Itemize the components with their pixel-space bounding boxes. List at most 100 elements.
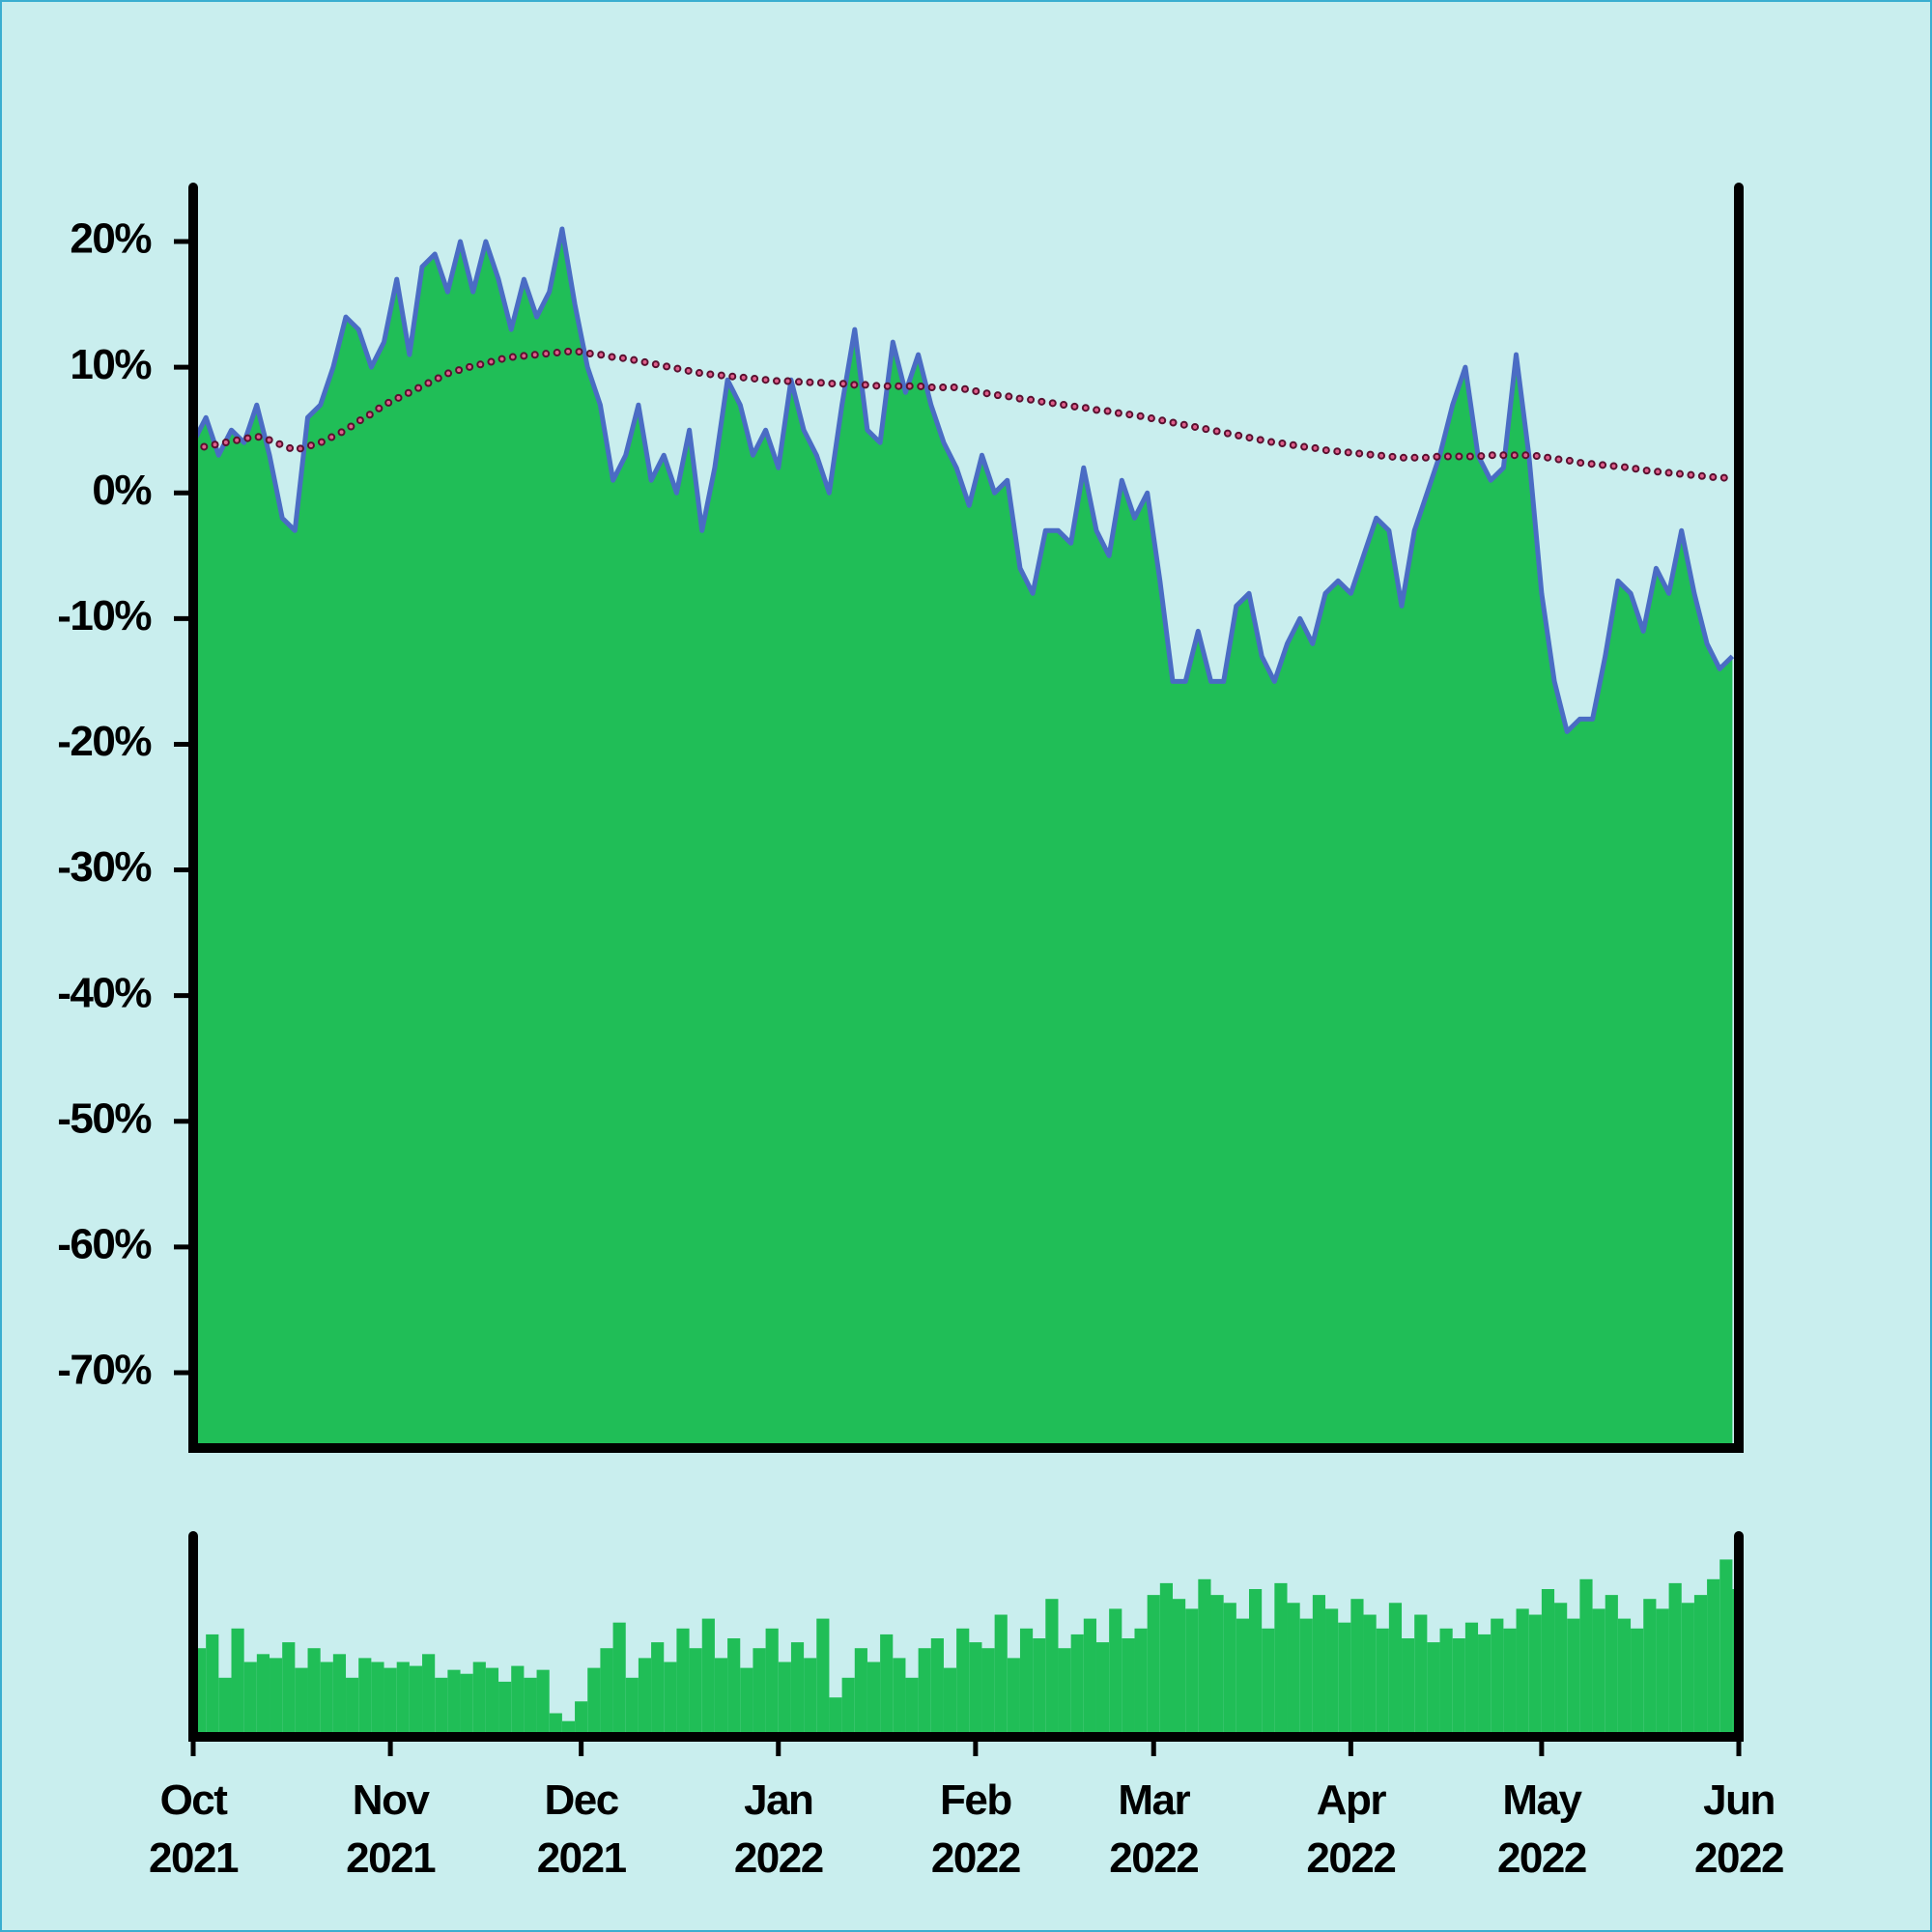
volume-bar [893, 1658, 906, 1737]
volume-bar [1554, 1603, 1568, 1737]
volume-bar [841, 1677, 855, 1737]
volume-bar [625, 1677, 639, 1737]
volume-bar [676, 1628, 690, 1737]
volume-bar [511, 1665, 525, 1737]
volume-bar [346, 1677, 359, 1737]
volume-bar [1567, 1618, 1580, 1737]
volume-bar [1427, 1642, 1440, 1737]
volume-bar [1274, 1582, 1288, 1737]
volume-bar [1605, 1595, 1618, 1737]
volume-bar [270, 1658, 283, 1737]
volume-bar [1019, 1628, 1034, 1737]
line [190, 226, 1735, 734]
volume-bar [422, 1654, 436, 1737]
volume-bar [1363, 1614, 1377, 1737]
volume-bar [396, 1662, 410, 1737]
volume-bar [638, 1658, 652, 1737]
volume-bar [880, 1634, 894, 1737]
volume-bar [651, 1642, 665, 1737]
volume-bar [740, 1667, 753, 1737]
volume-bar [930, 1638, 944, 1737]
y-tick-label: -10% [57, 592, 151, 639]
volume-bar [1159, 1582, 1173, 1737]
volume-bar [1338, 1622, 1351, 1737]
volume-bar [1095, 1642, 1110, 1737]
volume-bar [1287, 1603, 1300, 1737]
volume-bar [753, 1648, 766, 1737]
area [193, 229, 1733, 1448]
volume-bar [689, 1648, 702, 1737]
x-tick-label: Apr 2022 [1306, 1776, 1395, 1882]
volume-bar [969, 1642, 982, 1737]
y-tick-label: -50% [57, 1094, 151, 1142]
x-tick-label: Mar 2022 [1109, 1776, 1198, 1882]
volume-bar [1223, 1603, 1236, 1737]
volume-bar [867, 1662, 881, 1737]
volume-bar [1312, 1595, 1326, 1737]
volume-bar [282, 1642, 296, 1737]
volume-bar [1033, 1638, 1046, 1737]
volume-bar [498, 1681, 512, 1737]
volume-bar [1210, 1595, 1224, 1737]
volume-bar [371, 1662, 384, 1737]
x-tick-label: Oct 2021 [149, 1776, 239, 1882]
volume-bar [1402, 1638, 1415, 1737]
volume-bar [790, 1642, 805, 1737]
volume-bar [1109, 1608, 1122, 1737]
volume-bar [829, 1697, 842, 1737]
volume-bar [816, 1618, 830, 1737]
volume-bar [243, 1662, 257, 1737]
volume-bar [1262, 1628, 1275, 1737]
volume-bar [332, 1654, 347, 1737]
volume-bar [1643, 1599, 1657, 1737]
volume-bar [460, 1673, 473, 1737]
volume-bar [1516, 1608, 1529, 1737]
volume-bar [1147, 1595, 1160, 1737]
volume-bar [256, 1654, 270, 1737]
y-tick-label: 0% [92, 467, 151, 514]
volume-bar [600, 1648, 613, 1737]
volume-bar [727, 1638, 741, 1737]
x-tick-label: Dec 2021 [537, 1776, 627, 1882]
volume-bar [994, 1614, 1008, 1737]
volume-bar [1172, 1599, 1186, 1737]
y-tick-label: -40% [57, 969, 151, 1016]
volume-bar [1592, 1608, 1605, 1737]
volume-bar [1376, 1628, 1389, 1737]
volume-bar [1503, 1628, 1517, 1737]
volume-bar [1185, 1608, 1199, 1737]
volume-bar [231, 1628, 244, 1737]
volume-bar [1541, 1589, 1555, 1737]
volume-bar [1299, 1618, 1313, 1737]
x-tick-label: Feb 2022 [931, 1776, 1020, 1882]
volume-bar [536, 1669, 550, 1737]
y-tick-label: -20% [57, 718, 151, 765]
volume-bar [472, 1662, 486, 1737]
volume-bar [1681, 1603, 1694, 1737]
volume-bar [854, 1648, 867, 1737]
y-tick-label: 20% [70, 215, 151, 263]
volume-bar [1388, 1603, 1403, 1737]
volume-bar [714, 1658, 728, 1737]
volume-bar [905, 1677, 919, 1737]
volume-bar [1236, 1618, 1250, 1737]
volume-bar [1719, 1559, 1733, 1737]
x-tick-label: Jun 2022 [1694, 1776, 1783, 1882]
y-tick-label: -70% [57, 1347, 151, 1394]
volume-bar [1249, 1589, 1263, 1737]
volume-bar [549, 1713, 562, 1737]
volume-bar [1325, 1608, 1339, 1737]
volume-bar [1198, 1578, 1211, 1737]
volume-bar [765, 1628, 779, 1737]
moving-average-dots [191, 349, 1735, 480]
volume-bar [1707, 1578, 1720, 1737]
axis-frame [188, 1531, 1744, 1742]
volume-bar [701, 1618, 715, 1737]
axis-frame [188, 183, 1744, 1453]
volume-bar [1528, 1614, 1542, 1737]
volume-bar [409, 1665, 423, 1737]
volume-bar [612, 1622, 626, 1737]
volume-bar [1134, 1628, 1148, 1737]
volume-bar [1579, 1578, 1593, 1737]
